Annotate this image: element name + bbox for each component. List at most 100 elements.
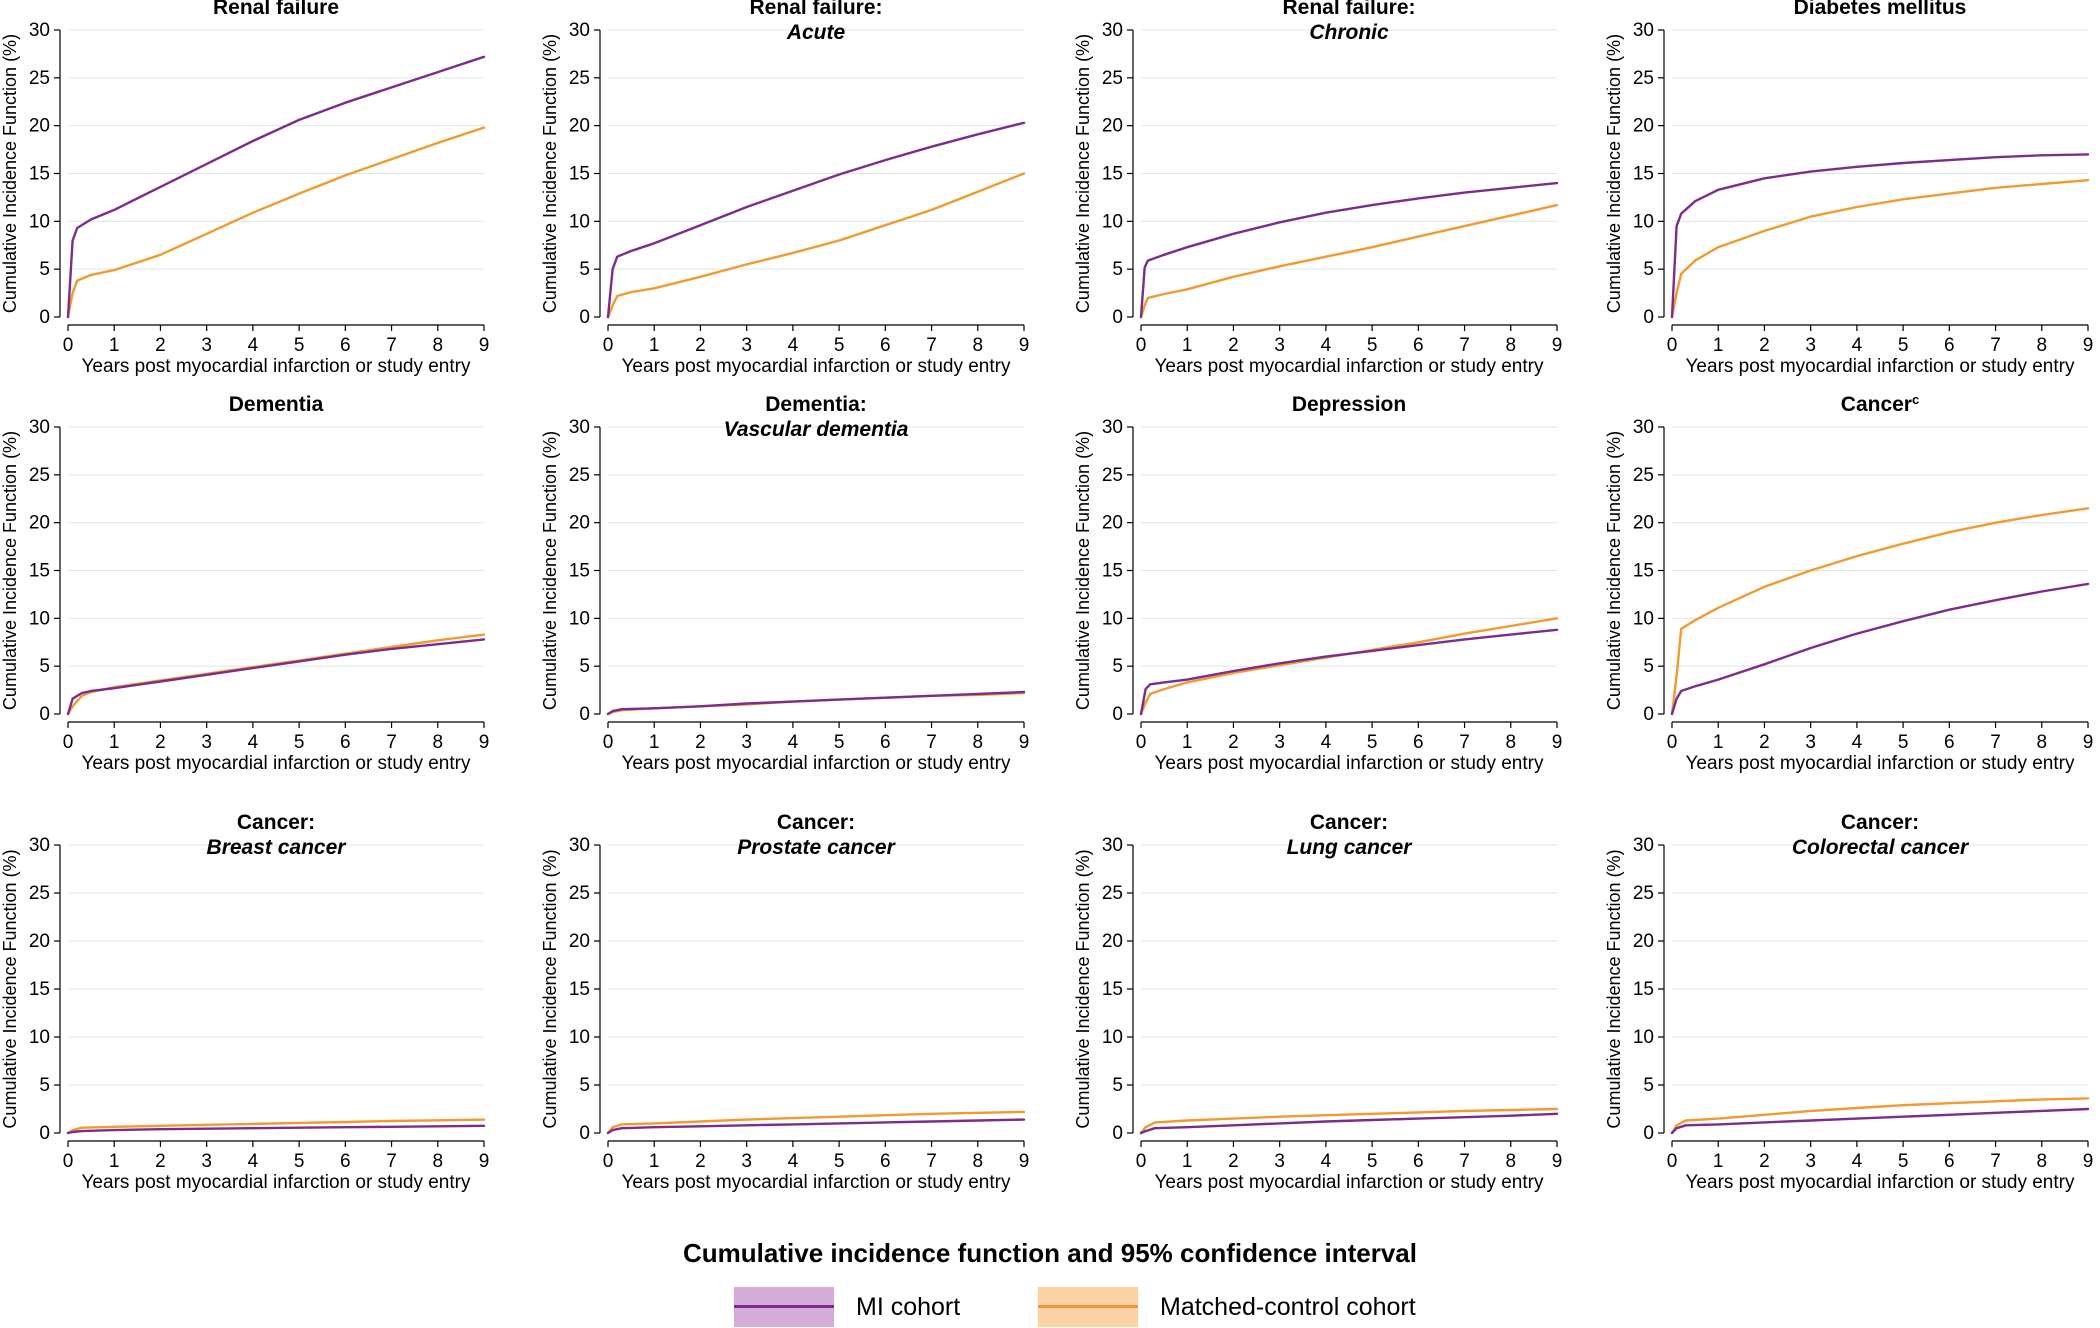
y-tick-label: 30 [569, 417, 590, 438]
panel-subtitle: Breast cancer [207, 836, 348, 859]
y-tick-label: 30 [29, 835, 50, 856]
x-tick-label: 4 [248, 1151, 259, 1172]
series-line-control [1670, 507, 2090, 716]
x-tick-label: 4 [1321, 732, 1332, 753]
x-tick-label: 7 [926, 732, 937, 753]
x-tick-label: 9 [2083, 732, 2094, 753]
y-tick-label: 20 [569, 931, 590, 952]
series-line-mi [606, 1118, 1026, 1135]
series-line-control [1670, 178, 2090, 319]
x-tick-label: 9 [479, 335, 490, 356]
y-axis-label: Cumulative Incidence Function (%) [1073, 34, 1093, 313]
y-axis-label: Cumulative Incidence Function (%) [0, 34, 20, 313]
x-tick-label: 0 [1667, 335, 1678, 356]
y-tick-label: 10 [569, 211, 590, 232]
y-tick-label: 10 [1633, 1027, 1654, 1048]
x-tick-label: 5 [1367, 732, 1378, 753]
y-tick-label: 5 [579, 259, 590, 280]
x-tick-label: 2 [1228, 335, 1239, 356]
x-tick-label: 7 [926, 335, 937, 356]
y-tick-label: 10 [1102, 211, 1123, 232]
panel-12: 0 5 10 15 20 25 30 0 1 2 3 4 5 6 7 8 9 Years post myocard… [1604, 811, 2093, 1193]
y-tick-label: 30 [1633, 835, 1654, 856]
y-tick-label: 15 [1633, 164, 1654, 185]
x-tick-label: 0 [603, 732, 614, 753]
x-tick-label: 2 [1759, 335, 1770, 356]
series-line-mi [606, 690, 1026, 716]
x-tick-label: 4 [1852, 732, 1863, 753]
x-tick-label: 8 [1505, 1151, 1516, 1172]
panel-title: Depression [1292, 393, 1406, 416]
x-tick-label: 2 [695, 1151, 706, 1172]
x-tick-label: 5 [294, 1151, 305, 1172]
x-tick-label: 2 [155, 732, 166, 753]
x-tick-label: 5 [834, 335, 845, 356]
x-tick-label: 1 [1713, 335, 1724, 356]
y-tick-label: 15 [1633, 561, 1654, 582]
y-tick-label: 10 [29, 211, 50, 232]
y-tick-label: 5 [1643, 656, 1654, 677]
legend-label-control: Matched-control cohort [1160, 1292, 1416, 1321]
x-axis-label: Years post myocardial infarction or stud… [82, 356, 471, 377]
y-axis-label: Cumulative Incidence Function (%) [540, 34, 560, 313]
panel-subtitle: Colorectal cancer [1792, 836, 1970, 859]
x-tick-label: 5 [1898, 335, 1909, 356]
y-tick-label: 5 [1112, 1075, 1123, 1096]
x-tick-label: 2 [155, 335, 166, 356]
x-tick-label: 0 [63, 732, 74, 753]
legend-item-mi: MI cohort [734, 1286, 960, 1328]
x-tick-label: 8 [2036, 1151, 2047, 1172]
y-tick-label: 5 [39, 259, 50, 280]
y-tick-label: 20 [1102, 116, 1123, 137]
x-tick-label: 2 [1228, 732, 1239, 753]
y-tick-label: 30 [29, 417, 50, 438]
x-tick-label: 1 [1182, 335, 1193, 356]
panel-title: Dementia: [765, 393, 867, 416]
x-tick-label: 6 [1413, 1151, 1424, 1172]
y-tick-label: 15 [569, 561, 590, 582]
panel-title: Renal failure: [749, 0, 882, 19]
y-tick-label: 0 [1643, 704, 1654, 725]
x-tick-label: 1 [649, 1151, 660, 1172]
y-tick-label: 5 [579, 656, 590, 677]
panel-9: 0 5 10 15 20 25 30 0 1 2 3 4 5 6 7 8 9 Years post myocard… [0, 811, 489, 1193]
x-tick-label: 7 [1459, 1151, 1470, 1172]
y-tick-label: 30 [1633, 417, 1654, 438]
x-tick-label: 2 [1228, 1151, 1239, 1172]
y-tick-label: 25 [1633, 465, 1654, 486]
legend-swatch-mi [734, 1287, 834, 1327]
x-axis-label: Years post myocardial infarction or stud… [1686, 1172, 2075, 1193]
y-tick-label: 15 [1633, 979, 1654, 1000]
x-tick-label: 7 [1459, 335, 1470, 356]
x-tick-label: 6 [880, 335, 891, 356]
x-tick-label: 3 [201, 335, 212, 356]
y-tick-label: 30 [1633, 20, 1654, 41]
legend-label-mi: MI cohort [856, 1292, 961, 1321]
x-tick-label: 8 [432, 335, 443, 356]
series-line-control [1139, 617, 1559, 716]
y-tick-label: 15 [1102, 561, 1123, 582]
x-tick-label: 9 [2083, 335, 2094, 356]
x-tick-label: 1 [1182, 732, 1193, 753]
x-tick-label: 8 [1505, 335, 1516, 356]
y-tick-label: 20 [1633, 513, 1654, 534]
x-axis-label: Years post myocardial infarction or stud… [622, 356, 1011, 377]
y-axis-label: Cumulative Incidence Function (%) [1604, 431, 1624, 710]
y-tick-label: 0 [1112, 1123, 1123, 1144]
x-tick-label: 1 [1713, 732, 1724, 753]
series-line-mi [66, 1124, 486, 1135]
panel-4: 0 5 10 15 20 25 30 0 1 2 3 4 5 6 7 8 9 Years post myocard… [1604, 0, 2093, 377]
x-tick-label: 5 [1898, 1151, 1909, 1172]
y-tick-label: 30 [569, 20, 590, 41]
x-tick-label: 0 [1136, 1151, 1147, 1172]
x-tick-label: 8 [2036, 732, 2047, 753]
x-tick-label: 4 [1321, 335, 1332, 356]
x-tick-label: 3 [741, 335, 752, 356]
x-tick-label: 4 [1852, 1151, 1863, 1172]
panel-1: 0 5 10 15 20 25 30 0 1 2 3 4 5 6 7 8 9 Years post myocard… [0, 0, 489, 377]
x-tick-label: 1 [1182, 1151, 1193, 1172]
panel-5: 0 5 10 15 20 25 30 0 1 2 3 4 5 6 7 8 9 Years post myocard… [0, 393, 489, 774]
y-tick-label: 5 [1112, 656, 1123, 677]
y-tick-label: 0 [39, 1123, 50, 1144]
panel-3: 0 5 10 15 20 25 30 0 1 2 3 4 5 6 7 8 9 Years post myocard… [1073, 0, 1562, 377]
